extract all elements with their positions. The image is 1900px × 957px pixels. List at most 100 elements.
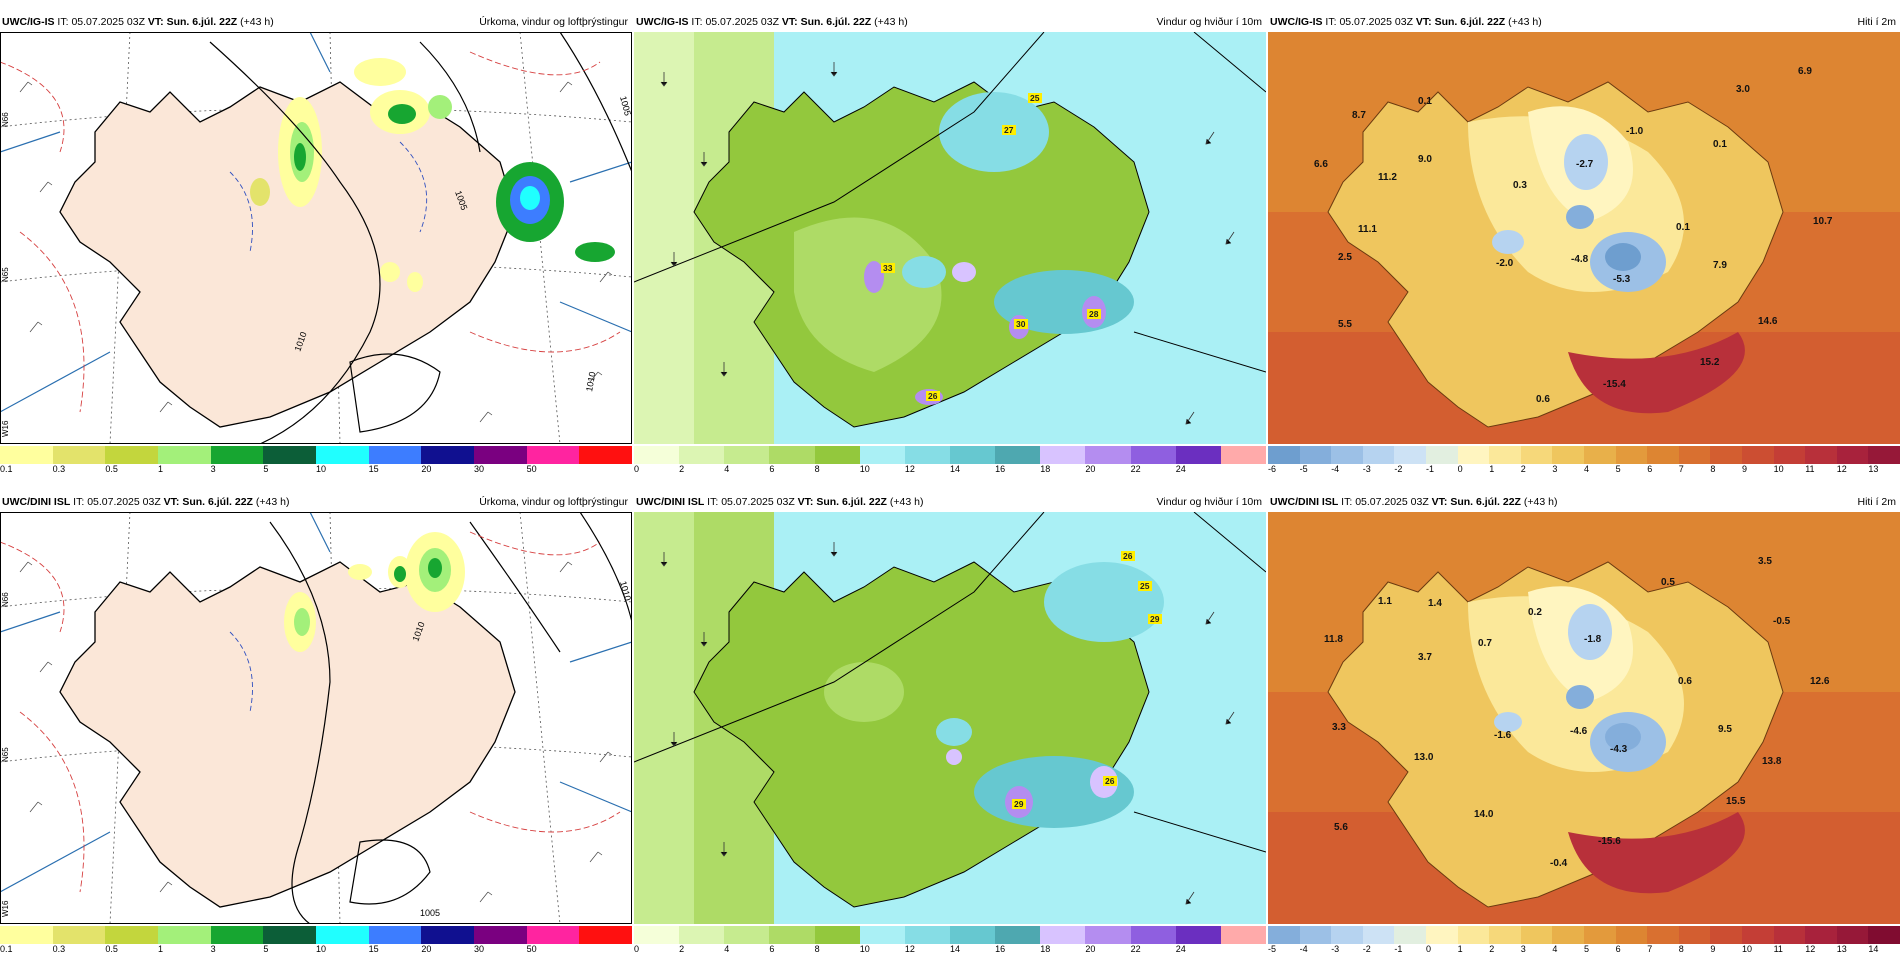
temp-label: 3.5 — [1758, 556, 1772, 567]
wind-colorbar-ticks: 0 2 4 6 8 10 12 14 16 18 20 22 24 — [634, 944, 1266, 956]
lat-label: N66 — [1, 592, 10, 607]
precip-colorbar — [0, 446, 633, 464]
temp-label: 1.1 — [1378, 596, 1392, 607]
colorbar-swatch — [1615, 446, 1648, 464]
vt-label: VT: — [1431, 496, 1448, 508]
temp-label: 3.7 — [1418, 652, 1432, 663]
isobar-label: 1010 — [584, 371, 597, 392]
gust-label: 26 — [928, 391, 938, 401]
temp-label: 15.5 — [1726, 796, 1746, 807]
wind-map: 26 25 29 29 26 — [634, 512, 1266, 924]
panel-wind-dini: UWC/DINI ISL IT: 05.07.2025 03Z VT: Sun.… — [634, 492, 1266, 957]
temp-label: 14.6 — [1758, 316, 1778, 327]
colorbar-swatch — [1615, 926, 1648, 944]
colorbar-swatch — [1457, 926, 1490, 944]
colorbar-tick: 12 — [1836, 464, 1847, 474]
colorbar-swatch — [421, 926, 475, 944]
colorbar-swatch — [579, 446, 633, 464]
model-name: UWC/IG-IS — [1270, 16, 1323, 28]
colorbar-swatch — [1220, 926, 1266, 944]
valid-time: Sun. 6.júl. 22Z — [816, 496, 887, 508]
vt-label: VT: — [147, 16, 164, 28]
lead-time: (+43 h) — [1523, 496, 1558, 508]
gust-label: 26 — [1123, 551, 1133, 561]
colorbar-tick: 0 — [1426, 944, 1432, 954]
colorbar-tick: 16 — [995, 464, 1006, 474]
panel-header: UWC/IG-IS IT: 05.07.2025 03Z VT: Sun. 6.… — [634, 12, 1266, 32]
temp-label: -0.4 — [1550, 858, 1568, 869]
gust-label: 29 — [1014, 799, 1024, 809]
temp-label: 0.1 — [1676, 222, 1690, 233]
colorbar-tick: 6 — [1647, 464, 1653, 474]
init-time: 05.07.2025 03Z — [705, 16, 779, 28]
colorbar-tick: 4 — [724, 464, 730, 474]
colorbar-tick: 18 — [1040, 464, 1051, 474]
lon-label: W16 — [1, 900, 10, 917]
lat-label: N66 — [1, 112, 10, 127]
colorbar-swatch — [1130, 926, 1176, 944]
lead-time: (+43 h) — [255, 496, 290, 508]
temp-label: 5.6 — [1334, 822, 1348, 833]
it-label: IT: — [57, 16, 69, 28]
colorbar-tick: 1 — [158, 464, 164, 474]
temp-label: -2.7 — [1576, 159, 1594, 170]
colorbar-swatch — [1085, 926, 1131, 944]
colorbar-tick: 4 — [1552, 944, 1558, 954]
colorbar-tick: 50 — [526, 464, 537, 474]
temp-label: 12.6 — [1810, 676, 1830, 687]
colorbar-swatch — [1868, 446, 1900, 464]
temp-label: 7.9 — [1713, 260, 1727, 271]
temp-label: 10.7 — [1813, 216, 1833, 227]
precip-colorbar-ticks: 0.1 0.3 0.5 1 3 5 10 15 20 30 50 — [0, 464, 632, 476]
colorbar-swatch — [634, 926, 680, 944]
temp-label: -0.5 — [1773, 616, 1791, 627]
colorbar-tick: 8 — [1710, 464, 1716, 474]
precip-colorbar — [0, 926, 633, 944]
colorbar-swatch — [1552, 446, 1584, 464]
colorbar-tick: -1 — [1426, 464, 1435, 474]
colorbar-swatch — [1175, 446, 1221, 464]
colorbar-tick: 20 — [1085, 944, 1096, 954]
valid-time: Sun. 6.júl. 22Z — [166, 16, 238, 28]
lat-label: N65 — [1, 267, 10, 282]
colorbar-tick: 9 — [1742, 464, 1748, 474]
colorbar-swatch — [1268, 446, 1300, 464]
gust-label: 28 — [1089, 309, 1099, 319]
colorbar-tick: 7 — [1647, 944, 1653, 954]
temp-label: 0.3 — [1513, 180, 1527, 191]
colorbar-tick: -3 — [1362, 464, 1371, 474]
colorbar-tick: -4 — [1299, 944, 1308, 954]
temp-label: -1.8 — [1584, 634, 1602, 645]
valid-time: Sun. 6.júl. 22Z — [800, 16, 872, 28]
valid-time: Sun. 6.júl. 22Z — [1434, 16, 1506, 28]
init-time: 05.07.2025 03Z — [71, 16, 145, 28]
colorbar-swatch — [1583, 446, 1616, 464]
model-name: UWC/IG-IS — [636, 16, 689, 28]
panel-header: UWC/IG-IS IT: 05.07.2025 03Z VT: Sun. 6.… — [0, 12, 632, 32]
lead-time: (+43 h) — [1508, 16, 1542, 28]
colorbar-swatch — [158, 926, 211, 944]
colorbar-tick: 1 — [1489, 464, 1495, 474]
init-time: 05.07.2025 03Z — [87, 496, 161, 508]
colorbar-swatch — [1362, 926, 1395, 944]
panel-temp-dini: UWC/DINI ISL IT: 05.07.2025 03Z VT: Sun.… — [1268, 492, 1900, 957]
colorbar-swatch — [526, 926, 580, 944]
colorbar-swatch — [1425, 446, 1458, 464]
temp-colorbar — [1268, 926, 1900, 944]
colorbar-tick: 0.1 — [0, 464, 13, 474]
colorbar-tick: 0.3 — [52, 944, 66, 954]
panel-precip-igis: UWC/IG-IS IT: 05.07.2025 03Z VT: Sun. 6.… — [0, 12, 633, 477]
colorbar-swatch — [263, 446, 317, 464]
colorbar-swatch — [904, 446, 950, 464]
colorbar-tick: 0.5 — [105, 944, 118, 954]
colorbar-swatch — [368, 446, 422, 464]
panel-title: Vindur og hviður í 10m — [1156, 496, 1262, 508]
temp-label: -1.0 — [1626, 126, 1644, 137]
colorbar-swatch — [1362, 446, 1395, 464]
colorbar-swatch — [474, 446, 527, 464]
colorbar-tick: 20 — [421, 944, 432, 954]
colorbar-tick: 30 — [474, 464, 485, 474]
temp-label: -4.6 — [1570, 726, 1588, 737]
panel-header: UWC/DINI ISL IT: 05.07.2025 03Z VT: Sun.… — [1268, 492, 1900, 512]
temp-label: 2.5 — [1338, 252, 1352, 263]
